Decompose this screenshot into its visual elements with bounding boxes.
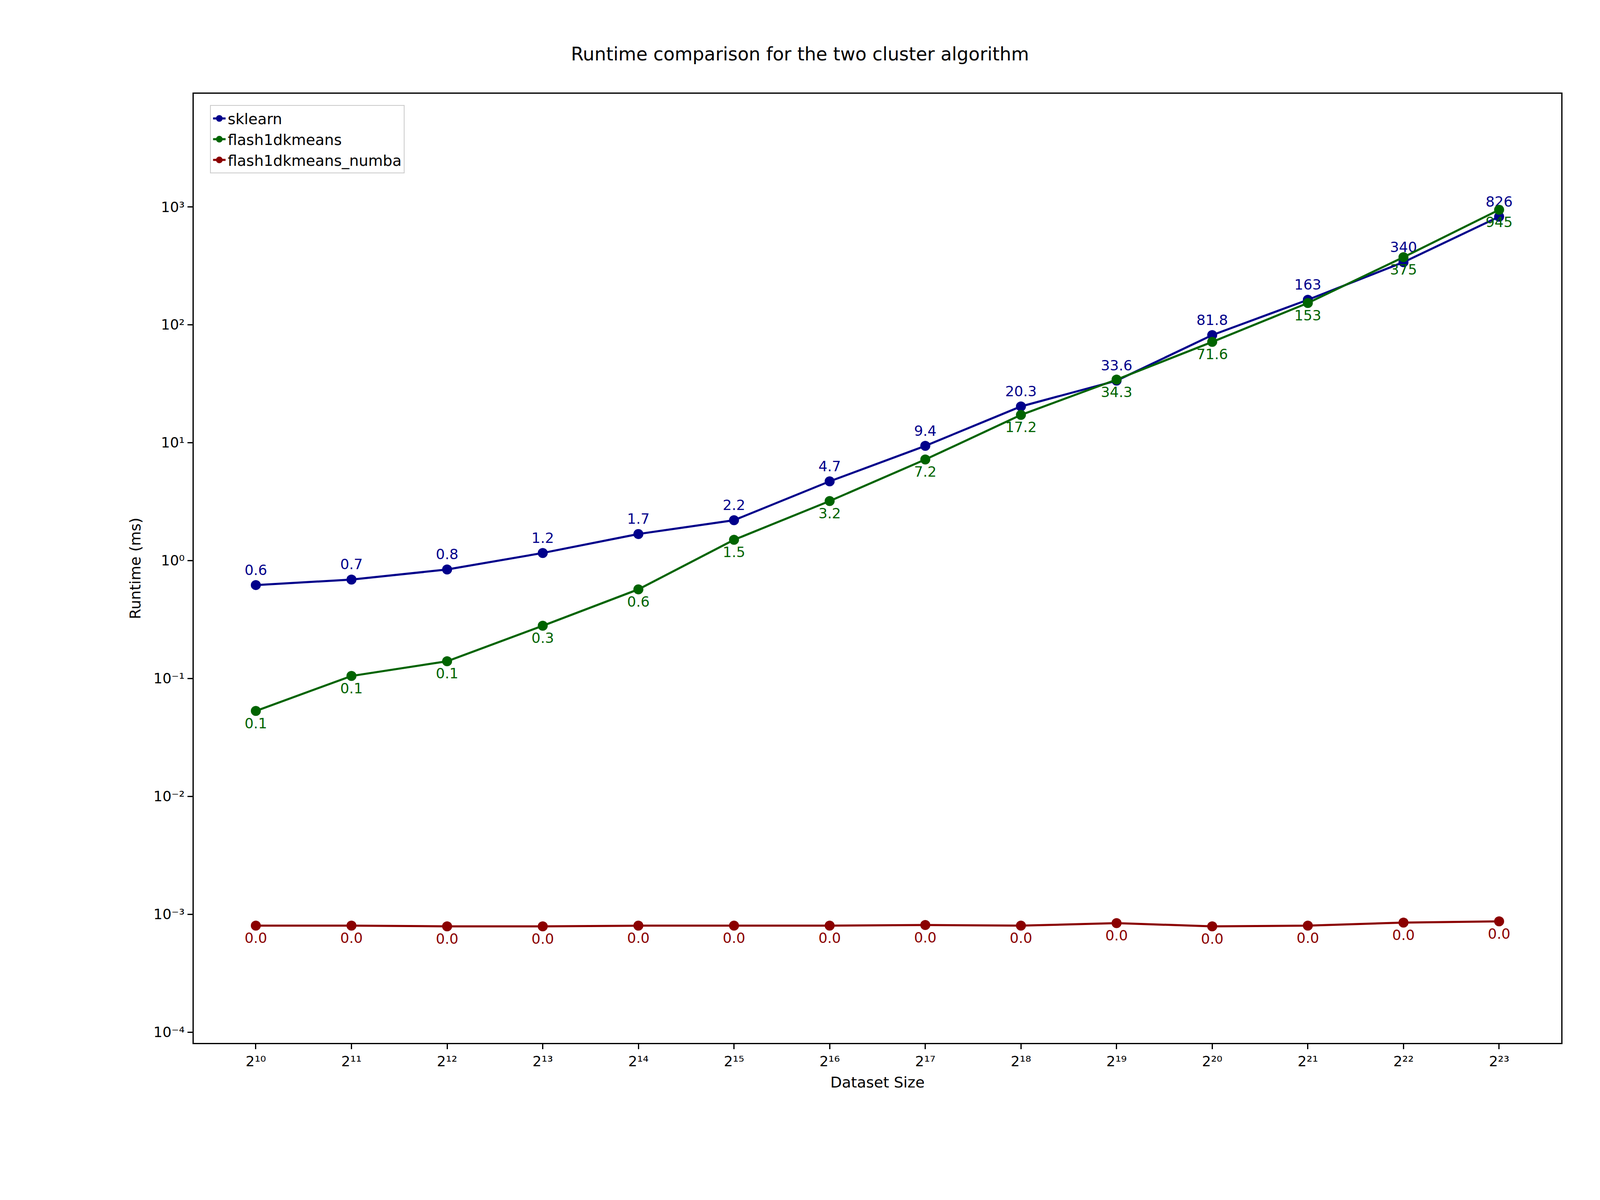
svg-text:0.1: 0.1 (340, 680, 363, 697)
svg-text:flash1dkmeans: flash1dkmeans (227, 131, 342, 149)
svg-text:0.0: 0.0 (722, 929, 746, 947)
svg-text:34.3: 34.3 (1100, 383, 1133, 401)
svg-text:0.0: 0.0 (1009, 929, 1033, 947)
svg-text:2¹⁹: 2¹⁹ (1106, 1052, 1127, 1070)
svg-text:0.0: 0.0 (818, 929, 841, 947)
svg-text:0.0: 0.0 (1487, 925, 1511, 943)
svg-text:flash1dkmeans_numba: flash1dkmeans_numba (227, 152, 402, 170)
svg-text:0.6: 0.6 (244, 561, 268, 579)
svg-text:0.0: 0.0 (1296, 929, 1320, 947)
svg-text:2²¹: 2²¹ (1297, 1052, 1318, 1070)
svg-text:9.4: 9.4 (914, 422, 937, 440)
svg-text:826: 826 (1485, 193, 1513, 210)
svg-text:2¹⁸: 2¹⁸ (1010, 1052, 1032, 1070)
svg-text:2¹¹: 2¹¹ (341, 1052, 362, 1070)
svg-text:2¹⁵: 2¹⁵ (723, 1052, 745, 1070)
svg-text:375: 375 (1390, 261, 1418, 278)
svg-text:7.2: 7.2 (914, 463, 937, 480)
svg-text:0.0: 0.0 (531, 930, 555, 948)
svg-text:2¹⁶: 2¹⁶ (819, 1052, 840, 1070)
svg-text:2¹⁴: 2¹⁴ (628, 1052, 649, 1070)
svg-text:10⁻³: 10⁻³ (153, 905, 185, 923)
svg-text:0.0: 0.0 (340, 929, 363, 947)
svg-text:17.2: 17.2 (1005, 418, 1037, 436)
svg-text:2¹²: 2¹² (437, 1052, 458, 1070)
svg-text:1.5: 1.5 (722, 543, 746, 561)
svg-text:0.7: 0.7 (340, 555, 363, 573)
svg-text:0.0: 0.0 (1105, 927, 1128, 944)
svg-text:10⁻⁴: 10⁻⁴ (153, 1023, 185, 1041)
svg-text:2²²: 2²² (1393, 1052, 1414, 1070)
svg-text:153: 153 (1294, 307, 1322, 324)
svg-text:2²³: 2²³ (1488, 1052, 1510, 1070)
svg-text:3.2: 3.2 (818, 505, 841, 522)
svg-text:0.0: 0.0 (914, 929, 937, 946)
svg-text:2²⁰: 2²⁰ (1202, 1052, 1223, 1070)
svg-text:163: 163 (1294, 276, 1322, 293)
svg-text:71.6: 71.6 (1196, 345, 1228, 363)
svg-text:sklearn: sklearn (227, 110, 283, 128)
svg-text:0.0: 0.0 (627, 929, 650, 947)
svg-text:0.1: 0.1 (435, 665, 459, 682)
svg-text:0.8: 0.8 (435, 545, 459, 563)
svg-text:10¹: 10¹ (160, 434, 185, 451)
svg-text:0.3: 0.3 (531, 629, 555, 647)
svg-text:10⁻²: 10⁻² (153, 787, 185, 805)
svg-text:0.0: 0.0 (244, 929, 268, 947)
svg-text:0.6: 0.6 (627, 593, 650, 610)
svg-text:0.1: 0.1 (244, 715, 268, 732)
svg-text:1.7: 1.7 (627, 510, 650, 528)
svg-text:10⁰: 10⁰ (160, 552, 185, 569)
svg-text:2.2: 2.2 (722, 496, 746, 514)
svg-text:4.7: 4.7 (818, 457, 841, 475)
svg-text:10³: 10³ (160, 198, 185, 216)
svg-text:Dataset Size: Dataset Size (830, 1073, 925, 1091)
svg-text:0.0: 0.0 (1200, 930, 1224, 948)
svg-text:10⁻¹: 10⁻¹ (153, 670, 185, 687)
svg-text:0.0: 0.0 (1392, 926, 1415, 944)
svg-text:945: 945 (1485, 213, 1513, 231)
svg-text:2¹³: 2¹³ (532, 1052, 553, 1070)
svg-text:10²: 10² (160, 316, 185, 333)
svg-text:33.6: 33.6 (1100, 357, 1133, 374)
svg-text:2¹⁰: 2¹⁰ (245, 1052, 267, 1070)
svg-text:20.3: 20.3 (1005, 382, 1037, 400)
svg-text:81.8: 81.8 (1196, 311, 1228, 329)
svg-text:1.2: 1.2 (531, 529, 555, 547)
svg-text:Runtime (ms): Runtime (ms) (126, 517, 144, 620)
svg-text:0.0: 0.0 (435, 930, 459, 948)
svg-text:Runtime comparison for the two: Runtime comparison for the two cluster a… (570, 43, 1029, 65)
svg-text:2¹⁷: 2¹⁷ (915, 1052, 936, 1070)
svg-text:340: 340 (1390, 238, 1418, 256)
